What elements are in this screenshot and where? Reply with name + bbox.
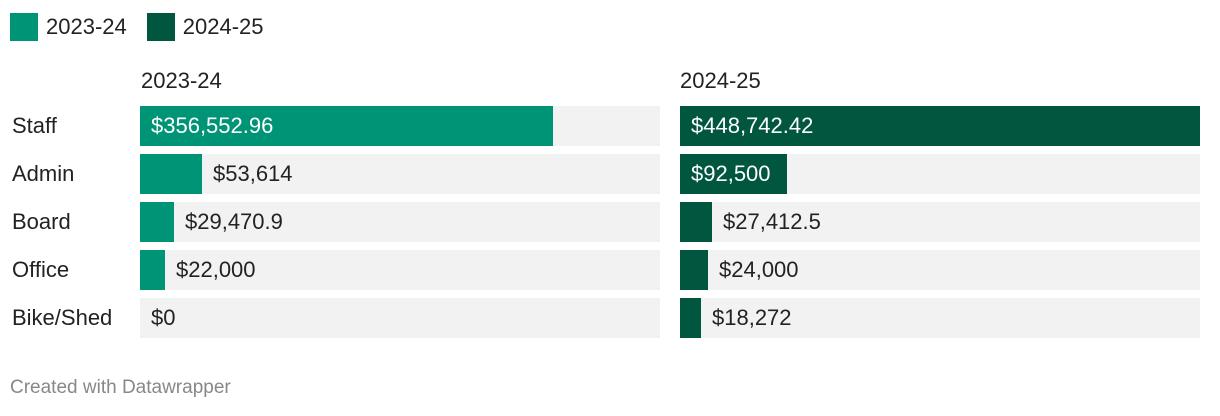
value-label-2023-24-bike-shed: $0 (151, 305, 176, 330)
bar-2024-25-staff (680, 106, 1200, 146)
bar-2023-24-admin (140, 154, 202, 194)
value-label-2024-25-board: $27,412.5 (723, 209, 821, 234)
value-label-2024-25-bike-shed: $18,272 (712, 305, 792, 330)
value-label-2024-25-admin: $92,500 (691, 161, 771, 186)
bar-2023-24-board (140, 202, 174, 242)
bar-2024-25-board (680, 202, 712, 242)
datawrapper-credit: Created with Datawrapper (10, 377, 231, 398)
bar-track-2024-25-admin: $92,500 (680, 154, 1200, 194)
bar-track-2024-25-bike-shed: $18,272 (680, 298, 1200, 338)
value-label-2023-24-office: $22,000 (176, 257, 256, 282)
bar-track-2023-24-bike-shed: $0 (140, 298, 660, 338)
legend-item-2024-25: 2024-25 (146, 13, 264, 41)
bar-2024-25-admin (680, 154, 787, 194)
row-label-bike-shed: Bike/Shed (12, 305, 113, 330)
bar-2023-24-office (140, 250, 165, 290)
bar-track-2023-24-admin: $53,614 (140, 154, 660, 194)
legend-label-2023-24: 2023-24 (46, 14, 127, 39)
panel-title-2023-24: 2023-24 (141, 68, 222, 93)
row-label-staff: Staff (12, 113, 57, 138)
chart-legend: 2023-24 2024-25 (10, 12, 264, 42)
row-label-office: Office (12, 257, 70, 282)
legend-label-2024-25: 2024-25 (182, 14, 264, 39)
value-label-2024-25-office: $24,000 (719, 257, 799, 282)
bar-track-2024-25-office: $24,000 (680, 250, 1200, 290)
value-label-2023-24-board: $29,470.9 (185, 209, 283, 234)
row-label-admin: Admin (12, 161, 75, 186)
bar-2023-24-staff (140, 106, 553, 146)
legend-swatch-2024-25 (146, 13, 175, 41)
value-label-2023-24-staff: $356,552.96 (151, 113, 274, 138)
bar-track-2024-25-board: $27,412.5 (680, 202, 1200, 242)
row-label-board: Board (12, 209, 71, 234)
bar-track-2023-24-staff: $356,552.96 (140, 106, 660, 146)
bar-2024-25-bike-shed (680, 298, 701, 338)
bar-track-2023-24-office: $22,000 (140, 250, 660, 290)
bar-track-2024-25-staff: $448,742.42 (680, 106, 1200, 146)
value-label-2024-25-staff: $448,742.42 (691, 113, 814, 138)
bar-track-2023-24-board: $29,470.9 (140, 202, 660, 242)
panel-title-2024-25: 2024-25 (680, 68, 761, 93)
bar-2024-25-office (680, 250, 708, 290)
value-label-2023-24-admin: $53,614 (213, 161, 293, 186)
legend-swatch-2023-24 (10, 13, 38, 41)
legend-item-2023-24: 2023-24 (10, 13, 127, 41)
